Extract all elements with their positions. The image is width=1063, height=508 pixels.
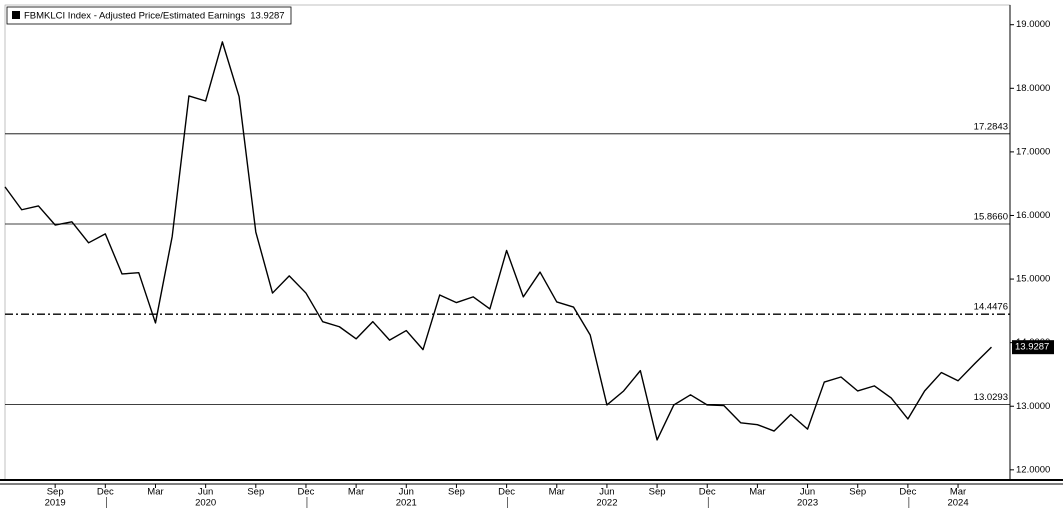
x-tick-label: Sep — [649, 487, 666, 498]
legend-swatch — [12, 11, 20, 19]
x-tick-label: Sep — [247, 487, 264, 498]
x-tick-label: Jun — [800, 487, 815, 498]
x-tick-label: Sep — [47, 487, 64, 498]
x-tick-label: Mar — [549, 487, 565, 498]
legend-value: 13.9287 — [250, 11, 284, 22]
y-tick-label: 18.0000 — [1016, 83, 1050, 94]
year-label: 2019 — [45, 498, 66, 508]
x-tick-label: Jun — [399, 487, 414, 498]
y-tick-label: 12.0000 — [1016, 464, 1050, 475]
y-tick-label: 17.0000 — [1016, 146, 1050, 157]
x-tick-label: Dec — [498, 487, 515, 498]
y-tick-label: 13.0000 — [1016, 401, 1050, 412]
reference-label: 15.8660 — [974, 212, 1008, 223]
legend-label: FBMKLCI Index - Adjusted Price/Estimated… — [24, 11, 245, 22]
data-line — [4, 41, 992, 441]
year-label: 2021 — [396, 498, 417, 508]
reference-label: 14.4476 — [974, 302, 1008, 313]
x-tick-label: Dec — [298, 487, 315, 498]
x-tick-label: Mar — [348, 487, 364, 498]
reference-label: 13.0293 — [974, 392, 1008, 403]
year-label: 2020 — [195, 498, 216, 508]
x-tick-label: Jun — [198, 487, 213, 498]
x-tick-label: Sep — [448, 487, 465, 498]
reference-label: 17.2843 — [974, 121, 1008, 132]
x-tick-label: Mar — [950, 487, 966, 498]
y-tick-label: 19.0000 — [1016, 19, 1050, 30]
x-tick-label: Jun — [599, 487, 614, 498]
year-label: 2022 — [596, 498, 617, 508]
x-tick-label: Mar — [147, 487, 163, 498]
legend — [6, 6, 292, 25]
year-label: 2023 — [797, 498, 818, 508]
x-tick-label: Dec — [699, 487, 716, 498]
last-value-label: 13.9287 — [1015, 342, 1049, 353]
x-tick-label: Dec — [899, 487, 916, 498]
y-tick-label: 16.0000 — [1016, 210, 1050, 221]
year-label: 2024 — [947, 498, 968, 508]
x-tick-label: Dec — [97, 487, 114, 498]
x-tick-label: Sep — [849, 487, 866, 498]
last-value-badge — [1012, 340, 1054, 355]
x-tick-label: Mar — [749, 487, 765, 498]
y-tick-label: 15.0000 — [1016, 274, 1050, 285]
